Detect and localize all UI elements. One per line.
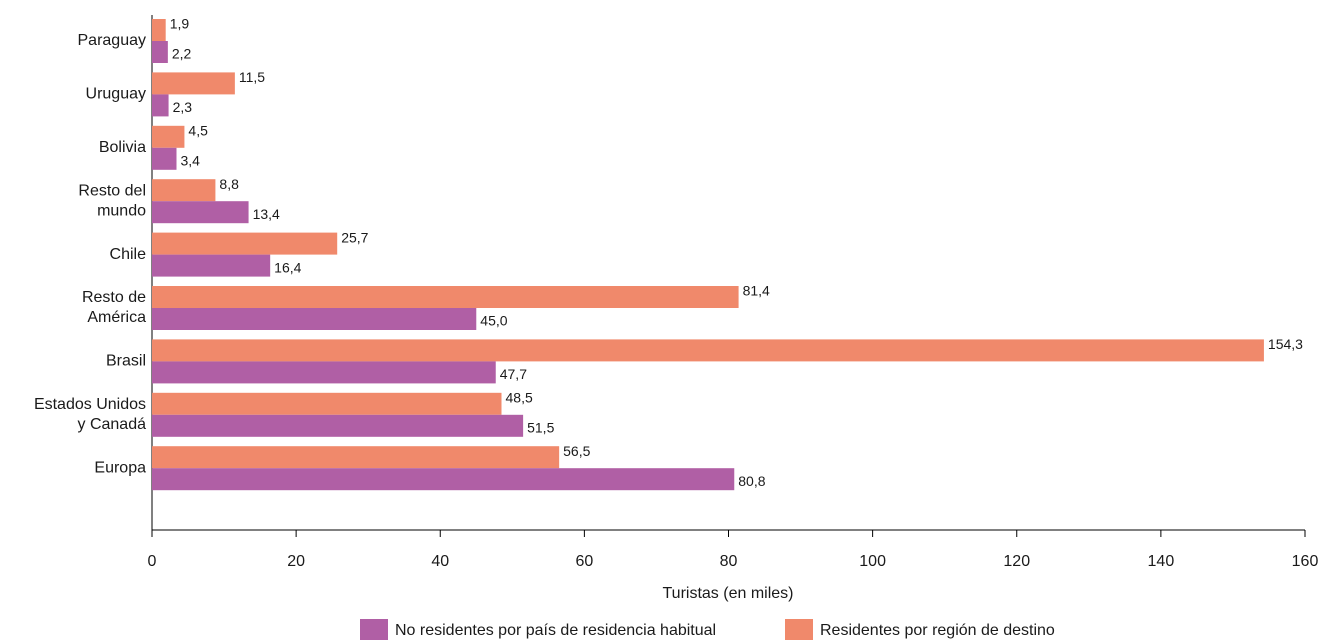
value-label: 2,3 — [173, 99, 193, 115]
bar — [152, 19, 166, 41]
value-label: 8,8 — [219, 176, 239, 192]
value-label: 56,5 — [563, 443, 590, 459]
x-tick-label: 140 — [1148, 553, 1175, 570]
y-tick-label: América — [87, 309, 146, 326]
y-tick-label: Estados Unidos — [34, 396, 146, 413]
legend-swatch — [360, 619, 388, 640]
value-label: 45,0 — [480, 313, 507, 329]
x-axis-title: Turistas (en miles) — [663, 585, 794, 602]
value-label: 25,7 — [341, 229, 368, 245]
bar — [152, 147, 177, 170]
bar — [152, 232, 338, 255]
bar — [152, 201, 249, 224]
y-tick-label: Europa — [94, 459, 146, 476]
legend-label: Residentes por región de destino — [820, 622, 1055, 639]
y-tick-label: Uruguay — [86, 86, 146, 103]
bar — [152, 125, 185, 148]
value-label: 4,5 — [188, 123, 208, 139]
x-tick-label: 100 — [859, 553, 886, 570]
value-label: 11,5 — [239, 69, 265, 85]
value-label: 16,4 — [274, 259, 301, 275]
value-label: 81,4 — [743, 283, 770, 299]
bar — [152, 41, 168, 63]
bar — [152, 308, 477, 330]
bar — [152, 446, 560, 469]
y-tick-label: Resto del — [78, 182, 146, 199]
x-tick-label: 120 — [1003, 553, 1030, 570]
legend-swatch — [785, 619, 813, 640]
bar — [152, 392, 502, 415]
value-label: 47,7 — [500, 366, 527, 382]
x-tick-label: 160 — [1292, 553, 1319, 570]
bar — [152, 468, 735, 491]
bar — [152, 414, 524, 437]
value-label: 80,8 — [738, 473, 765, 489]
value-label: 1,9 — [170, 16, 190, 32]
value-label: 154,3 — [1268, 336, 1303, 352]
y-tick-label: Paraguay — [78, 32, 147, 49]
x-tick-label: 60 — [575, 553, 593, 570]
bar — [152, 254, 271, 277]
y-tick-label: Brasil — [106, 353, 146, 370]
value-label: 2,2 — [172, 46, 192, 62]
x-tick-label: 20 — [287, 553, 305, 570]
y-tick-label: Bolivia — [99, 139, 146, 156]
x-tick-label: 0 — [148, 553, 157, 570]
x-tick-label: 40 — [431, 553, 449, 570]
value-label: 3,4 — [181, 153, 201, 169]
bar — [152, 72, 235, 95]
y-tick-label: Chile — [110, 246, 147, 263]
bar — [152, 286, 739, 308]
x-tick-label: 80 — [720, 553, 738, 570]
bar — [152, 94, 169, 117]
bar — [152, 339, 1264, 362]
legend-label: No residentes por país de residencia hab… — [395, 622, 716, 639]
y-tick-label: Resto de — [82, 289, 146, 306]
bar — [152, 179, 216, 202]
value-label: 51,5 — [527, 420, 554, 436]
y-tick-label: mundo — [97, 202, 146, 219]
value-label: 13,4 — [253, 206, 280, 222]
value-label: 48,5 — [506, 390, 533, 406]
y-tick-label: y Canadá — [78, 416, 147, 433]
bar — [152, 361, 496, 384]
